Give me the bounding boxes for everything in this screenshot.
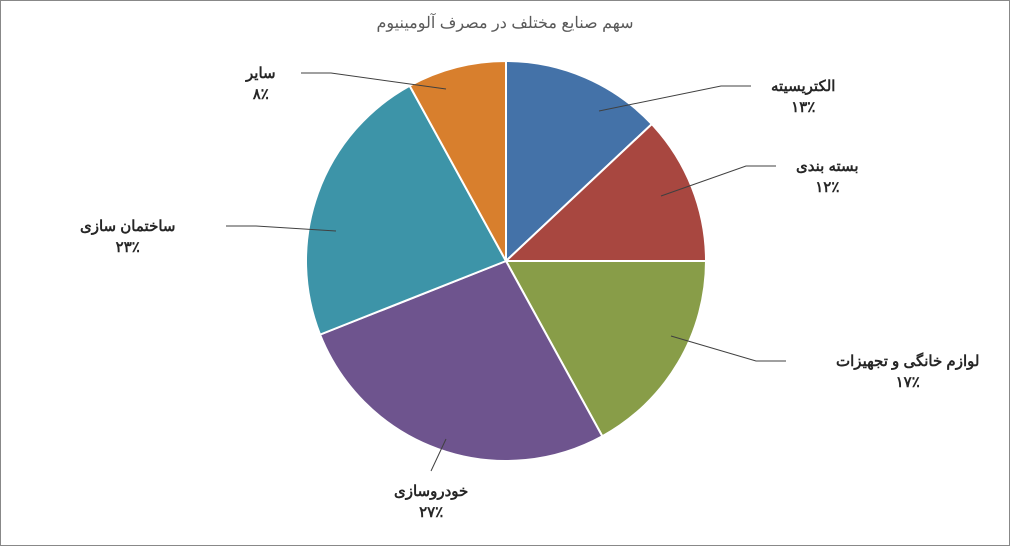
slice-label: الکتریسیته۱۳٪: [771, 76, 835, 118]
chart-title: سهم صنایع مختلف در مصرف آلومینیوم: [1, 13, 1009, 33]
slice-label-name: الکتریسیته: [771, 76, 835, 97]
slice-label-name: لوازم خانگی و تجهیزات: [836, 351, 979, 372]
slice-label-name: خودروسازی: [394, 481, 468, 502]
slice-label: ساختمان سازی۲۳٪: [80, 216, 176, 258]
slice-label-name: ساختمان سازی: [80, 216, 176, 237]
slice-label-percent: ۱۷٪: [836, 372, 979, 393]
slice-label: لوازم خانگی و تجهیزات۱۷٪: [836, 351, 979, 393]
slice-label-percent: ۱۲٪: [796, 177, 859, 198]
slice-label-name: سایر: [246, 63, 276, 84]
slice-label-percent: ۸٪: [246, 84, 276, 105]
slice-label: خودروسازی۲۷٪: [394, 481, 468, 523]
slice-label-percent: ۲۷٪: [394, 502, 468, 523]
slice-label-percent: ۱۳٪: [771, 97, 835, 118]
slice-label-name: بسته بندی: [796, 156, 859, 177]
chart-container: سهم صنایع مختلف در مصرف آلومینیوم الکتری…: [0, 0, 1010, 546]
slice-label: بسته بندی۱۲٪: [796, 156, 859, 198]
slice-label-percent: ۲۳٪: [80, 237, 176, 258]
slice-label: سایر۸٪: [246, 63, 276, 105]
pie-chart: [306, 61, 706, 461]
